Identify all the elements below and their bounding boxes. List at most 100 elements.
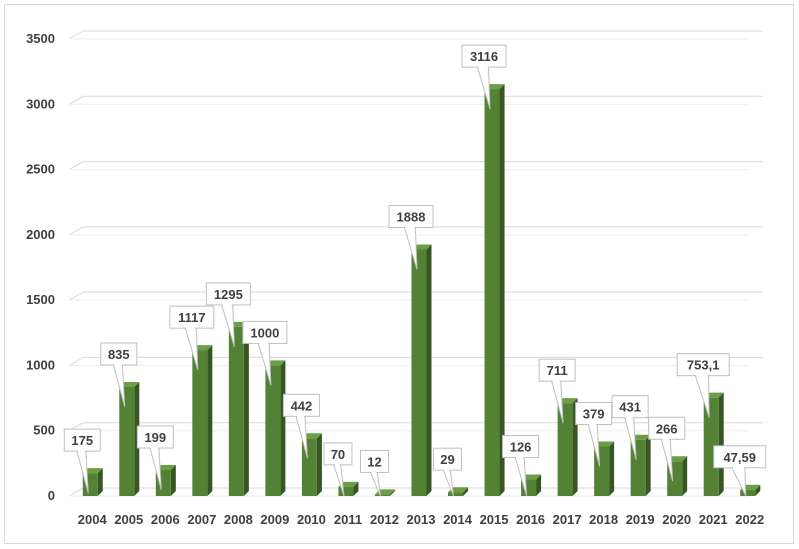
data-label-pointer bbox=[369, 471, 381, 497]
bar-front bbox=[192, 350, 208, 496]
data-label: 431 bbox=[611, 395, 649, 460]
bar-side bbox=[389, 489, 395, 496]
data-label-text: 175 bbox=[71, 433, 93, 448]
bar-side bbox=[755, 484, 761, 496]
bar bbox=[411, 244, 432, 496]
data-label: 199 bbox=[136, 425, 174, 491]
x-tick-label: 2016 bbox=[516, 512, 545, 527]
bar-side bbox=[243, 321, 249, 496]
x-tick-label: 2018 bbox=[589, 512, 618, 527]
data-label-text: 835 bbox=[108, 347, 130, 362]
bar-front bbox=[448, 492, 464, 496]
data-label-text: 379 bbox=[583, 407, 605, 422]
data-label: 1888 bbox=[388, 204, 434, 270]
data-label-text: 1117 bbox=[178, 310, 206, 325]
bar-side bbox=[316, 433, 322, 496]
gridline-perspective bbox=[68, 161, 84, 171]
bar-side bbox=[170, 465, 176, 496]
data-label: 29 bbox=[433, 447, 463, 497]
data-label-text: 126 bbox=[510, 440, 532, 455]
bar-side bbox=[645, 434, 651, 496]
data-label: 1117 bbox=[169, 305, 215, 371]
data-label-text: 442 bbox=[291, 398, 313, 413]
data-label-pointer bbox=[184, 327, 199, 371]
bar-top bbox=[301, 433, 322, 439]
data-label-pointer bbox=[587, 424, 601, 467]
bar bbox=[484, 84, 505, 496]
bar bbox=[667, 456, 688, 496]
x-tick-label: 2017 bbox=[553, 512, 582, 527]
data-label: 47,59 bbox=[713, 445, 767, 497]
x-tick-label: 2022 bbox=[735, 512, 764, 527]
y-axis: 0 500 1000 1500 2000 2500 3000 3500 bbox=[26, 31, 55, 503]
x-tick-label: 2014 bbox=[443, 512, 473, 527]
bar-side bbox=[426, 244, 432, 496]
data-label-pointer bbox=[476, 66, 491, 110]
bar bbox=[82, 468, 103, 496]
data-label-text: 266 bbox=[656, 421, 678, 436]
data-label-pointer bbox=[112, 364, 126, 408]
bar-side bbox=[682, 456, 688, 496]
bar-side bbox=[499, 84, 505, 496]
data-label: 126 bbox=[502, 435, 540, 497]
data-label-text: 1000 bbox=[250, 325, 279, 340]
x-tick-label: 2019 bbox=[626, 512, 655, 527]
y-tick-label: 500 bbox=[33, 423, 55, 438]
data-label: 753,1 bbox=[676, 353, 730, 418]
y-tick-label: 1500 bbox=[26, 292, 55, 307]
x-axis: 2004 2005 2006 2007 2008 2009 2010 2011 2012 2013… bbox=[78, 512, 764, 527]
bar bbox=[703, 392, 724, 496]
y-tick-label: 0 bbox=[48, 488, 55, 503]
bar-top bbox=[630, 434, 651, 440]
data-label-pointer bbox=[221, 304, 235, 348]
data-label: 711 bbox=[538, 358, 576, 424]
data-label-pointer bbox=[731, 467, 747, 497]
data-label-text: 711 bbox=[547, 363, 568, 378]
x-tick-label: 2006 bbox=[151, 512, 180, 527]
y-tick-label: 2000 bbox=[26, 227, 55, 242]
bar-front bbox=[338, 486, 354, 496]
data-label-pointer bbox=[257, 342, 272, 386]
data-label: 442 bbox=[282, 393, 320, 459]
data-label: 70 bbox=[323, 442, 353, 497]
x-tick-label: 2007 bbox=[187, 512, 216, 527]
bar-side bbox=[134, 381, 140, 496]
gridline-perspective bbox=[68, 487, 84, 497]
bar-side bbox=[463, 487, 469, 496]
bar-front bbox=[703, 397, 719, 496]
x-tick-label: 2011 bbox=[334, 512, 362, 527]
data-label-pointer bbox=[694, 375, 710, 418]
bar-top bbox=[557, 398, 578, 404]
bar-side bbox=[280, 360, 286, 496]
data-label: 175 bbox=[63, 428, 101, 494]
bar-front bbox=[484, 89, 500, 496]
bar-front bbox=[265, 365, 281, 496]
data-label-text: 29 bbox=[440, 452, 454, 467]
bar-top bbox=[521, 474, 542, 480]
data-label: 3116 bbox=[461, 44, 507, 110]
bar bbox=[119, 381, 140, 496]
data-label-text: 3116 bbox=[470, 49, 498, 64]
y-tick-label: 1000 bbox=[26, 357, 55, 372]
data-label-pointer bbox=[551, 380, 564, 424]
data-label-pointer bbox=[403, 226, 418, 270]
y-tick-label: 3500 bbox=[26, 31, 55, 46]
gridline-perspective bbox=[68, 226, 84, 236]
x-tick-label: 2021 bbox=[699, 512, 728, 527]
bar-top bbox=[82, 468, 103, 474]
data-label-pointer bbox=[624, 417, 637, 460]
data-label-text: 753,1 bbox=[687, 358, 720, 373]
bar-side bbox=[353, 481, 359, 496]
bar-front bbox=[374, 494, 390, 496]
bar-top bbox=[594, 441, 615, 447]
x-tick-label: 2020 bbox=[662, 512, 691, 527]
data-label: 1000 bbox=[242, 320, 288, 386]
data-label-text: 70 bbox=[331, 447, 345, 462]
data-label: 266 bbox=[648, 416, 686, 482]
data-label: 835 bbox=[100, 342, 138, 408]
x-tick-label: 2004 bbox=[78, 512, 108, 527]
bar-side bbox=[536, 474, 542, 496]
bar-front bbox=[557, 403, 573, 496]
bar bbox=[265, 360, 286, 496]
data-label-pointer bbox=[514, 457, 528, 497]
